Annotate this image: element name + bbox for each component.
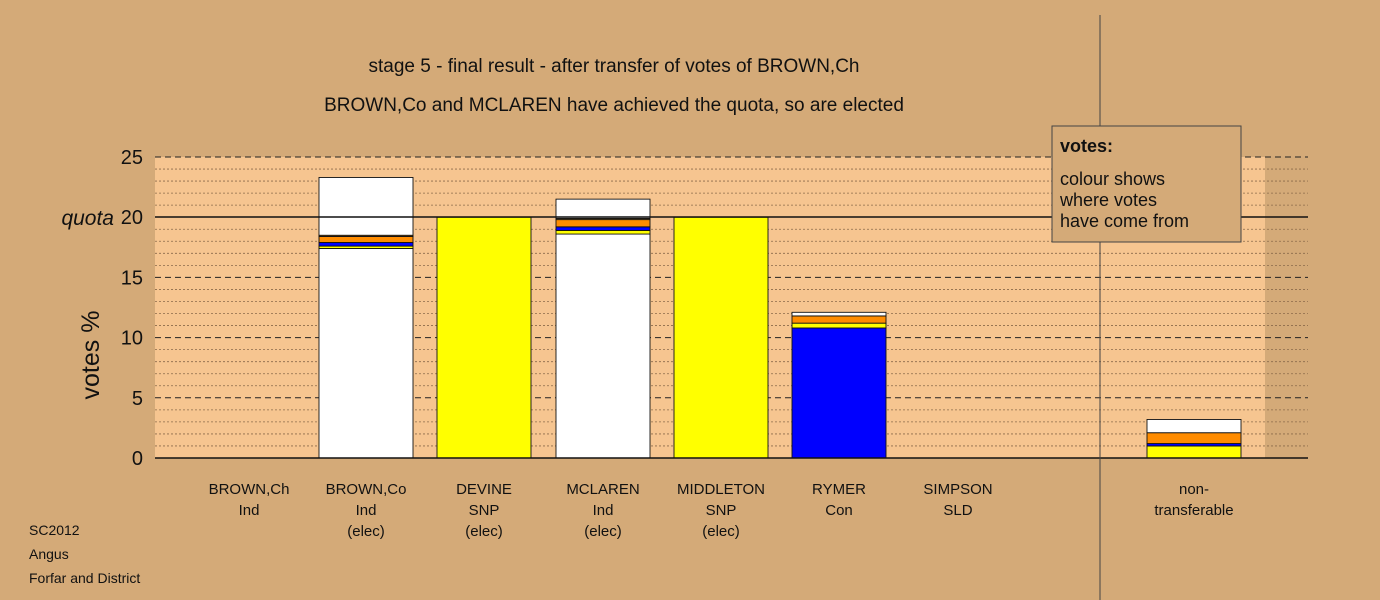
- candidate-party-label: Ind: [239, 502, 260, 519]
- candidate-party-label: Con: [825, 502, 853, 519]
- bar-segment: [318, 236, 414, 243]
- candidate-status-label: (elec): [347, 523, 385, 540]
- legend-line-1: colour shows: [1060, 169, 1165, 189]
- candidate-party-label: SNP: [469, 502, 500, 519]
- bar-segment: [1146, 432, 1242, 445]
- bar-segment: [555, 226, 651, 231]
- footer-ward: Forfar and District: [29, 570, 141, 586]
- candidate-status-label: (elec): [702, 523, 740, 540]
- candidate-name-label: SIMPSON: [923, 481, 992, 498]
- bar-segment: [555, 219, 651, 228]
- y-tick-label: 15: [121, 267, 143, 289]
- bar-brown-co: [318, 177, 414, 459]
- non-transferable-label: transferable: [1154, 502, 1233, 519]
- x-axis-labels: BROWN,Ch Ind BROWN,Co Ind (elec) DEVINE SNP (el…: [209, 481, 1234, 540]
- bar-segment: [791, 327, 887, 459]
- candidate-name-label: MIDDLETON: [677, 481, 765, 498]
- bar-segment: [791, 311, 887, 317]
- bar-devine: [436, 216, 532, 459]
- bar-segment: [555, 229, 651, 235]
- y-axis-label: votes %: [77, 311, 105, 400]
- candidate-status-label: (elec): [584, 523, 622, 540]
- legend-background: [1051, 125, 1242, 243]
- y-tick-label: 0: [132, 448, 143, 470]
- y-tick-label: 25: [121, 147, 143, 169]
- bar-segment: [318, 242, 414, 247]
- candidate-name-label: DEVINE: [456, 481, 512, 498]
- bars: [318, 177, 1242, 459]
- bar-rymer: [791, 311, 887, 459]
- bar-segment: [791, 322, 887, 329]
- candidate-name-label: BROWN,Co: [326, 481, 407, 498]
- candidate-name-label: BROWN,Ch: [209, 481, 290, 498]
- candidate-name-label: MCLAREN: [566, 481, 639, 498]
- footer-election: SC2012: [29, 522, 80, 538]
- footer-council: Angus: [29, 546, 69, 562]
- bar-segment: [1146, 445, 1242, 459]
- y-tick-label: 5: [132, 388, 143, 410]
- bar-segment: [673, 216, 769, 459]
- y-tick-label: 20: [121, 207, 143, 229]
- y-tick-label: 10: [121, 328, 143, 350]
- legend-line-3: have come from: [1060, 211, 1189, 231]
- bar-middleton: [673, 216, 769, 459]
- bar-segment: [555, 233, 651, 459]
- legend-box: votes: colour shows where votes have com…: [1051, 125, 1242, 243]
- bar-non-transferable: [1146, 419, 1242, 459]
- y-axis-ticks: 0 5 10 15 20 25: [121, 147, 143, 470]
- candidate-name-label: RYMER: [812, 481, 866, 498]
- bar-segment: [555, 198, 651, 219]
- chart-title: stage 5 - final result - after transfer …: [368, 56, 859, 77]
- candidate-party-label: Ind: [593, 502, 614, 519]
- bar-segment: [1146, 419, 1242, 434]
- bar-segment: [318, 177, 414, 236]
- candidate-party-label: Ind: [356, 502, 377, 519]
- legend-title: votes:: [1060, 136, 1113, 156]
- candidate-status-label: (elec): [465, 523, 503, 540]
- candidate-party-label: SLD: [943, 502, 972, 519]
- bar-segment: [436, 216, 532, 459]
- candidate-party-label: SNP: [706, 502, 737, 519]
- bar-mclaren: [555, 198, 651, 459]
- non-transferable-label: non-: [1179, 481, 1209, 498]
- legend-line-2: where votes: [1059, 190, 1157, 210]
- bar-segment: [318, 248, 414, 459]
- quota-label: quota: [61, 207, 114, 230]
- bar-segment: [791, 315, 887, 324]
- chart-subtitle: BROWN,Co and MCLAREN have achieved the q…: [324, 95, 904, 116]
